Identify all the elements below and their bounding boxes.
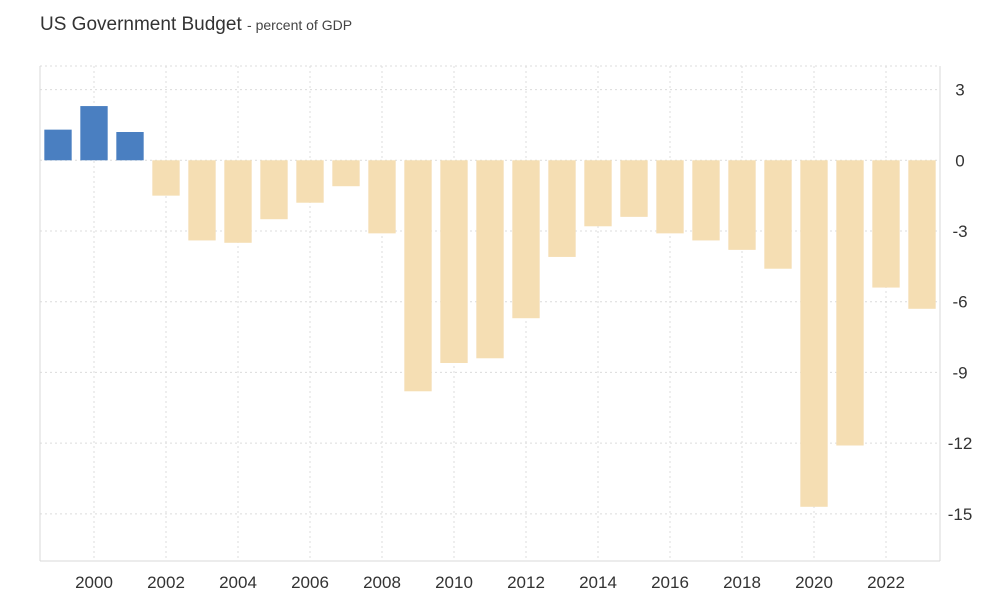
bar-2010 [440,160,468,363]
x-tick-label: 2014 [579,573,617,592]
bar-2018 [728,160,756,250]
x-tick-label: 2020 [795,573,833,592]
bar-2009 [404,160,432,392]
chart-title-main: US Government Budget [40,14,242,35]
x-tick-label: 2012 [507,573,545,592]
x-tick-label: 2008 [363,573,401,592]
bar-2007 [332,160,360,187]
bar-2016 [656,160,684,234]
x-tick-label: 2006 [291,573,329,592]
bar-2020 [800,160,828,507]
bar-2008 [368,160,396,234]
bar-2013 [548,160,576,257]
y-tick-label: 0 [955,151,964,170]
bar-2017 [692,160,720,241]
y-tick-label: -12 [948,434,973,453]
bar-2006 [296,160,324,203]
bar-2015 [620,160,648,217]
chart-title: US Government Budget - percent of GDP [40,14,352,36]
bar-2014 [584,160,612,227]
x-tick-label: 2022 [867,573,905,592]
x-tick-label: 2018 [723,573,761,592]
y-tick-label: -9 [952,363,967,382]
y-tick-label: 3 [955,81,964,100]
bar-2003 [188,160,216,241]
bar-2012 [512,160,540,319]
bar-2005 [260,160,288,220]
x-tick-label: 2004 [219,573,257,592]
bar-2022 [872,160,900,288]
x-tick-label: 2002 [147,573,185,592]
y-tick-label: -6 [952,293,967,312]
y-tick-label: -15 [948,505,973,524]
bar-2023 [908,160,936,309]
chart-subtitle: percent of GDP [255,17,353,33]
bar-2000 [80,106,108,161]
x-tick-label: 2010 [435,573,473,592]
bar-2004 [224,160,252,243]
bar-2002 [152,160,180,196]
x-tick-label: 2016 [651,573,689,592]
bar-1999 [44,129,72,161]
bar-2019 [764,160,792,269]
bar-2021 [836,160,864,446]
y-tick-label: -3 [952,222,967,241]
bar-2011 [476,160,504,359]
bar-2001 [116,132,144,161]
title-separator: - [247,17,256,33]
x-tick-label: 2000 [75,573,113,592]
